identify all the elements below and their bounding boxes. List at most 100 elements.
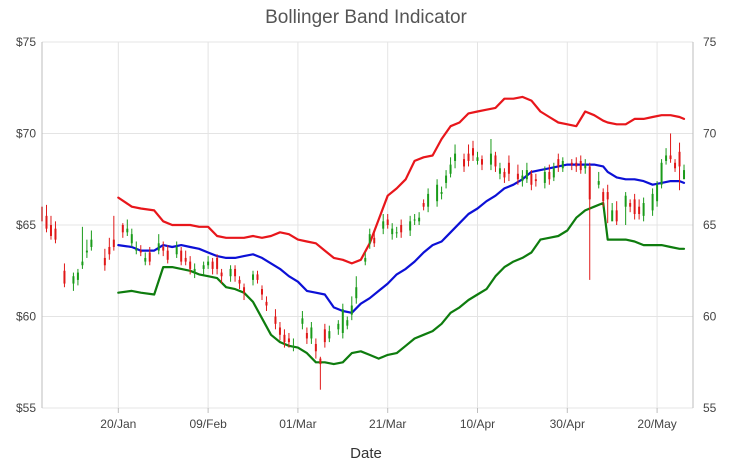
- candle-body: [85, 250, 88, 253]
- candle-body: [184, 257, 187, 262]
- candle-body: [292, 345, 295, 347]
- candle-body: [368, 234, 371, 244]
- candle-body: [552, 168, 555, 178]
- candle-body: [660, 162, 663, 185]
- candle-body: [503, 171, 506, 178]
- candle-body: [480, 159, 483, 165]
- candle-body: [665, 155, 668, 161]
- candle-body: [189, 261, 192, 269]
- candle-body: [633, 199, 636, 215]
- grid-layer: [42, 41, 693, 413]
- candle-body: [103, 257, 106, 266]
- candle-body: [521, 175, 524, 182]
- candle-body: [193, 268, 196, 273]
- candle-body: [220, 272, 223, 277]
- candle-body: [611, 210, 614, 222]
- candle-body: [139, 250, 142, 253]
- candle-body: [534, 179, 537, 182]
- x-tick-label: 09/Feb: [189, 417, 227, 431]
- x-tick-label: 30/Apr: [550, 417, 585, 431]
- y-tick-label-right: 70: [703, 127, 717, 141]
- candle-body: [557, 159, 560, 167]
- candle-body: [148, 252, 151, 262]
- candle-body: [656, 184, 659, 202]
- candle-body: [260, 289, 263, 295]
- candle-body: [175, 246, 178, 255]
- candle-body: [256, 274, 259, 280]
- candle-body: [575, 162, 578, 167]
- candle-body: [606, 192, 609, 200]
- candle-body: [624, 195, 627, 207]
- candle-body: [207, 261, 210, 266]
- y-tick-label-right: 75: [703, 35, 717, 49]
- candle-body: [449, 164, 452, 174]
- candle-body: [373, 237, 376, 244]
- candle-body: [350, 305, 353, 315]
- x-tick-label: 20/May: [637, 417, 676, 431]
- candle-body: [310, 327, 313, 339]
- candle-body: [252, 274, 255, 280]
- candle-body: [570, 162, 573, 165]
- candle-body: [651, 193, 654, 211]
- candle-body: [561, 160, 564, 169]
- candle-body: [669, 155, 672, 160]
- y-tick-label-right: 65: [703, 218, 717, 232]
- candle-body: [135, 248, 138, 251]
- candle-body: [238, 279, 241, 284]
- candle-body: [516, 173, 519, 180]
- candle-body: [319, 358, 322, 365]
- candle-body: [121, 225, 124, 233]
- candle-body: [422, 203, 425, 207]
- candle-body: [112, 239, 115, 247]
- candle-body: [301, 318, 304, 324]
- candle-body: [386, 219, 389, 225]
- candle-body: [72, 276, 75, 284]
- y-tick-label-left: $60: [16, 310, 36, 324]
- candle-body: [157, 243, 160, 251]
- band-line-middle: [117, 163, 686, 314]
- x-tick-label: 20/Jan: [100, 417, 136, 431]
- candle-body: [413, 219, 416, 221]
- candle-body: [355, 287, 358, 299]
- chart-title: Bollinger Band Indicator: [265, 7, 467, 28]
- candle-body: [108, 246, 111, 255]
- candle-body: [274, 316, 277, 324]
- candle-body: [234, 268, 237, 277]
- candle-body: [436, 184, 439, 202]
- candle-body: [683, 170, 686, 180]
- candle-body: [588, 166, 591, 200]
- candle-body: [243, 287, 246, 293]
- candle-body: [525, 170, 528, 180]
- candle-body: [81, 261, 84, 266]
- candle-body: [427, 193, 430, 207]
- x-tick-label: 01/Mar: [279, 417, 316, 431]
- candle-body: [409, 221, 412, 231]
- x-tick-label: 10/Apr: [460, 417, 495, 431]
- candle-body: [548, 171, 551, 180]
- candle-body: [130, 234, 133, 244]
- candle-body: [472, 148, 475, 156]
- y-tick-label-left: $70: [16, 127, 36, 141]
- candle-body: [543, 171, 546, 183]
- candle-body: [314, 343, 317, 352]
- candle-body: [180, 250, 183, 262]
- candle-body: [530, 173, 533, 185]
- candle-body: [400, 225, 403, 233]
- candle-body: [337, 323, 340, 330]
- candle-body: [278, 327, 281, 335]
- candle-body: [144, 257, 147, 262]
- y-tick-label-left: $75: [16, 35, 36, 49]
- candle-body: [674, 162, 677, 169]
- candle-body: [63, 270, 66, 284]
- x-tick-label: 21/Mar: [369, 417, 406, 431]
- candle-body: [265, 301, 268, 306]
- candle-body: [467, 153, 470, 161]
- candle-body: [45, 215, 48, 229]
- candle-body: [638, 206, 641, 215]
- candle-body: [229, 268, 232, 277]
- y-tick-label-left: $65: [16, 218, 36, 232]
- candle-body: [476, 157, 479, 161]
- candle-body: [678, 151, 681, 167]
